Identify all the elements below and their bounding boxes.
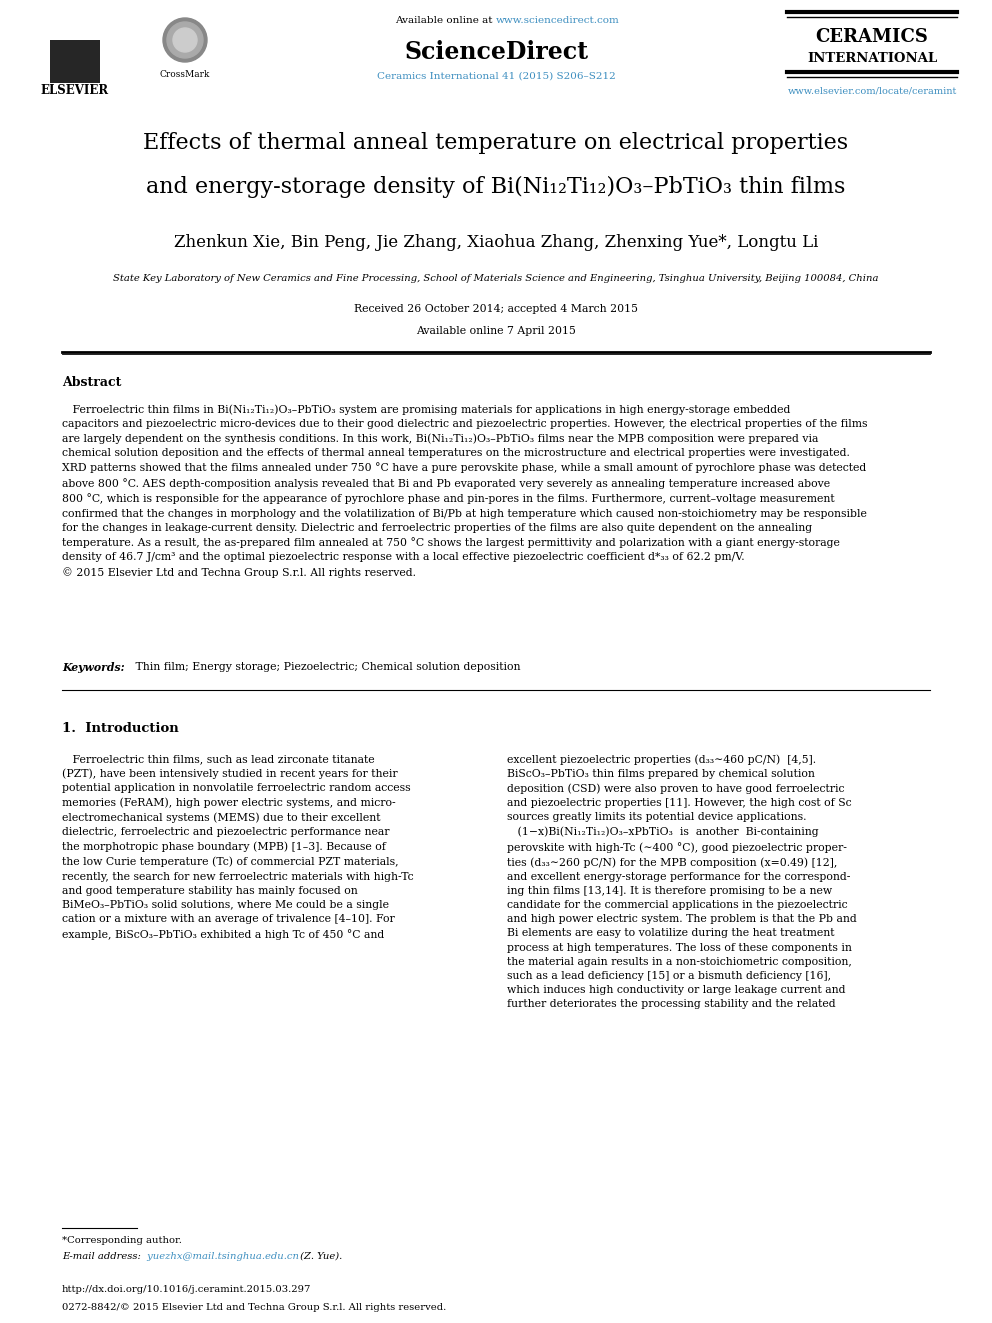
Text: www.sciencedirect.com: www.sciencedirect.com [496, 16, 620, 25]
Text: State Key Laboratory of New Ceramics and Fine Processing, School of Materials Sc: State Key Laboratory of New Ceramics and… [113, 274, 879, 283]
Text: 1.  Introduction: 1. Introduction [62, 722, 179, 736]
Text: Ferroelectric thin films in Bi(Ni₁₂Ti₁₂)O₃–PbTiO₃ system are promising materials: Ferroelectric thin films in Bi(Ni₁₂Ti₁₂)… [62, 404, 867, 578]
Text: ELSEVIER: ELSEVIER [41, 83, 109, 97]
Text: Zhenkun Xie, Bin Peng, Jie Zhang, Xiaohua Zhang, Zhenxing Yue*, Longtu Li: Zhenkun Xie, Bin Peng, Jie Zhang, Xiaohu… [174, 234, 818, 251]
Text: CrossMark: CrossMark [160, 70, 210, 79]
Bar [50, 40, 100, 82]
Text: 0272-8842/© 2015 Elsevier Ltd and Techna Group S.r.l. All rights reserved.: 0272-8842/© 2015 Elsevier Ltd and Techna… [62, 1303, 446, 1312]
Circle shape [163, 19, 207, 62]
Text: Thin film; Energy storage; Piezoelectric; Chemical solution deposition: Thin film; Energy storage; Piezoelectric… [132, 662, 521, 672]
Text: Received 26 October 2014; accepted 4 March 2015: Received 26 October 2014; accepted 4 Mar… [354, 304, 638, 314]
Circle shape [173, 28, 197, 52]
Text: excellent piezoelectric properties (d₃₃∼460 pC/N)  [4,5].
BiScO₃–PbTiO₃ thin fil: excellent piezoelectric properties (d₃₃∼… [507, 754, 857, 1009]
Text: Effects of thermal anneal temperature on electrical properties: Effects of thermal anneal temperature on… [144, 132, 848, 153]
Circle shape [167, 22, 203, 58]
Text: *Corresponding author.: *Corresponding author. [62, 1236, 182, 1245]
Text: CERAMICS: CERAMICS [815, 28, 929, 46]
Text: (Z. Yue).: (Z. Yue). [297, 1252, 342, 1261]
Text: Available online at: Available online at [395, 16, 496, 25]
Text: Abstract: Abstract [62, 376, 121, 389]
Text: www.elsevier.com/locate/ceramint: www.elsevier.com/locate/ceramint [788, 86, 957, 95]
Text: and energy-storage density of Bi(Ni₁₂Ti₁₂)O₃–PbTiO₃ thin films: and energy-storage density of Bi(Ni₁₂Ti₁… [146, 176, 846, 198]
Text: INTERNATIONAL: INTERNATIONAL [806, 52, 937, 65]
Text: ScienceDirect: ScienceDirect [404, 40, 588, 64]
Text: E-mail address:: E-mail address: [62, 1252, 141, 1261]
Text: http://dx.doi.org/10.1016/j.ceramint.2015.03.297: http://dx.doi.org/10.1016/j.ceramint.201… [62, 1285, 311, 1294]
Text: Keywords:: Keywords: [62, 662, 125, 673]
Text: yuezhx@mail.tsinghua.edu.cn: yuezhx@mail.tsinghua.edu.cn [144, 1252, 299, 1261]
Text: Available online 7 April 2015: Available online 7 April 2015 [416, 325, 576, 336]
Text: Ceramics International 41 (2015) S206–S212: Ceramics International 41 (2015) S206–S2… [377, 71, 615, 81]
Text: Ferroelectric thin films, such as lead zirconate titanate
(PZT), have been inten: Ferroelectric thin films, such as lead z… [62, 754, 414, 939]
